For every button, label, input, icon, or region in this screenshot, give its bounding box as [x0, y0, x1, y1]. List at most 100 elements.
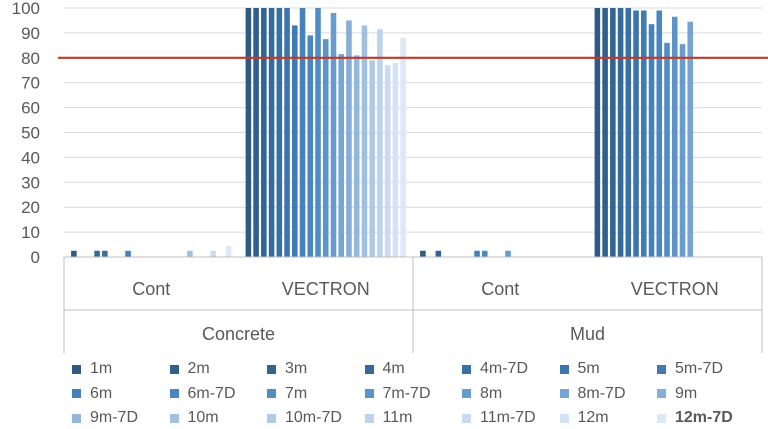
legend-label: 8m: [480, 384, 503, 402]
bar: [268, 8, 275, 257]
bar: [94, 250, 100, 257]
legend-swatch: [364, 413, 374, 423]
legend-swatch: [657, 389, 666, 398]
bar: [125, 250, 131, 257]
bar: [671, 16, 678, 258]
bar: [346, 20, 352, 258]
legend-label: 12m-7D: [675, 409, 733, 426]
legend-label: 10m-7D: [285, 409, 342, 426]
bar: [481, 250, 488, 257]
bar: [225, 245, 232, 257]
x-axis: Cont VECTRON Concrete Cont VECTRON Mud: [63, 256, 763, 353]
legend-item: 8m: [462, 383, 502, 405]
legend-swatch: [559, 389, 569, 398]
bar: [602, 8, 608, 257]
bar: [687, 21, 694, 257]
bar: [284, 8, 290, 257]
bar: [245, 8, 252, 257]
y-tick-label: 90: [21, 24, 40, 43]
legend-label: 11m: [382, 409, 413, 426]
legend-swatch: [462, 413, 471, 423]
bar: [187, 250, 193, 257]
legend-label: 4m-7D: [480, 360, 529, 377]
legend-swatch: [462, 389, 471, 398]
legend-swatch: [267, 413, 276, 423]
legend-swatch: [72, 413, 81, 423]
legend-swatch: [169, 389, 179, 398]
legend-swatch: [559, 364, 569, 374]
legend-item: 1m: [72, 358, 112, 380]
bar: [641, 10, 647, 257]
legend-item: 3m: [267, 358, 307, 380]
legend-item: 6m-7D: [169, 383, 236, 405]
bar: [315, 8, 321, 257]
legend-label: 9m: [675, 384, 698, 402]
bar: [377, 29, 383, 258]
bar: [617, 8, 624, 257]
bar: [253, 8, 259, 257]
y-tick-label: 10: [21, 223, 40, 242]
legend-label: 7m: [285, 384, 308, 402]
legend-item: 2m: [169, 358, 210, 380]
bar: [330, 12, 337, 258]
category-label: VECTRON: [631, 279, 719, 299]
legend-swatch: [462, 364, 471, 374]
y-tick-label: 40: [21, 148, 40, 167]
y-tick-label: 100: [12, 0, 40, 18]
legend-item: 7m-7D: [364, 383, 431, 405]
bar: [369, 60, 375, 257]
legend-swatch: [657, 413, 666, 423]
legend-swatch: [169, 364, 179, 374]
bar: [292, 25, 298, 258]
y-tick-label: 0: [31, 248, 40, 267]
legend-item: 5m-7D: [657, 358, 723, 380]
bar: [610, 8, 616, 257]
legend-item: 5m: [559, 358, 600, 380]
legend-item: 8m-7D: [559, 383, 626, 405]
category-label: Cont: [132, 279, 170, 299]
legend-swatch: [364, 364, 374, 374]
y-tick-label: 80: [21, 49, 40, 68]
legend-item: 11m: [364, 407, 413, 429]
bar-chart: 0 10 20 30 40 50 60 70 80 90 100 Cont VECTRON Concre…: [12, 0, 768, 353]
bar: [656, 10, 663, 257]
legend-label: 6m-7D: [187, 384, 236, 402]
legend-swatch: [267, 364, 276, 374]
bar: [210, 250, 216, 257]
legend-item: 4m: [364, 358, 405, 380]
bar: [625, 8, 632, 257]
legend-item: 9m-7D: [72, 407, 138, 429]
legend-item: 10m: [169, 407, 219, 429]
bar: [102, 250, 108, 257]
legend-label: 4m: [382, 360, 405, 377]
bar: [71, 250, 77, 257]
bar: [505, 250, 511, 257]
bar: [261, 8, 267, 257]
bar: [594, 8, 601, 257]
category-label: Cont: [481, 279, 519, 299]
group-label: Concrete: [202, 324, 275, 344]
legend-swatch: [72, 364, 81, 374]
bar: [679, 44, 686, 258]
bar: [276, 8, 283, 257]
legend-label: 7m-7D: [382, 384, 431, 402]
bar: [400, 37, 406, 257]
bar: [353, 55, 360, 258]
legend-label: 12m: [577, 409, 609, 426]
legend-swatch: [364, 389, 374, 398]
legend-swatch: [72, 389, 81, 398]
y-axis-ticks: 0 10 20 30 40 50 60 70 80 90 100: [12, 0, 40, 267]
bar: [307, 35, 314, 257]
legend-item: 7m: [267, 383, 307, 405]
legend-label: 6m: [90, 384, 113, 402]
legend-swatch: [657, 364, 666, 374]
y-tick-label: 50: [21, 124, 40, 143]
legend-item: 11m-7D: [462, 407, 536, 429]
legend-label: 1m: [90, 360, 113, 377]
legend-swatch: [267, 389, 276, 398]
y-tick-label: 30: [21, 173, 40, 192]
bar: [648, 24, 655, 258]
bar: [474, 250, 480, 257]
y-tick-label: 70: [21, 74, 40, 93]
bar: [633, 10, 639, 257]
